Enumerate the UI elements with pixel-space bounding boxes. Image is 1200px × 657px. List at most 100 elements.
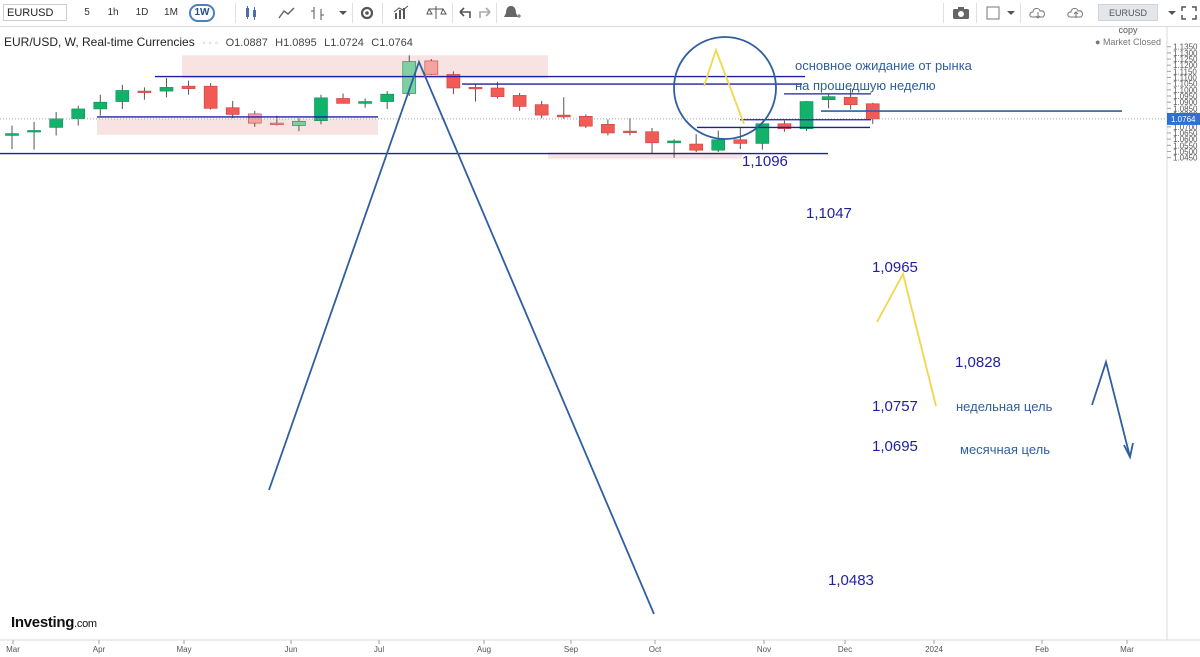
candle-bear bbox=[512, 95, 527, 107]
symbol-input[interactable]: EURUSD bbox=[3, 4, 67, 21]
candle-bull bbox=[711, 139, 726, 151]
open-value: 1.0887 bbox=[234, 37, 268, 49]
market-status: ● Market Closed bbox=[1095, 37, 1161, 47]
saved-chart-name[interactable]: EURUSD copy bbox=[1098, 4, 1158, 35]
candle-bull bbox=[115, 90, 130, 102]
close-value: 1.0764 bbox=[379, 37, 413, 49]
candle-bear bbox=[270, 122, 284, 125]
current-price-label: 1.0764 bbox=[1171, 115, 1196, 124]
indicators-icon[interactable] bbox=[390, 3, 412, 23]
candle-bear bbox=[137, 90, 152, 93]
compare-scale-icon[interactable] bbox=[425, 3, 447, 23]
level-label: 1,0483 bbox=[828, 572, 874, 589]
expectation-note: на прошедшую неделю bbox=[795, 78, 936, 93]
price-tick-label: 1.0650 bbox=[1173, 129, 1198, 138]
candle-bear bbox=[225, 107, 240, 115]
candle-bear bbox=[733, 139, 748, 144]
price-tick-label: 1.0700 bbox=[1173, 123, 1198, 132]
trend-zigzag bbox=[268, 59, 655, 615]
fullscreen-icon[interactable] bbox=[1178, 3, 1200, 23]
redo-icon[interactable] bbox=[474, 3, 496, 23]
camera-icon[interactable] bbox=[950, 3, 972, 23]
time-tick-label: Nov bbox=[757, 645, 771, 654]
price-tick-label: 1.0450 bbox=[1173, 154, 1198, 163]
price-tick-label: 1.1250 bbox=[1173, 55, 1198, 64]
expectation-circle bbox=[673, 36, 777, 140]
level-label: 1,0828 bbox=[955, 354, 1001, 371]
price-tick-label: 1.1100 bbox=[1173, 74, 1197, 83]
candle-bear bbox=[490, 87, 505, 97]
interval-1w[interactable]: 1W bbox=[189, 4, 215, 22]
candle-bear bbox=[181, 85, 196, 89]
gear-icon[interactable] bbox=[356, 3, 378, 23]
time-tick-label: Jul bbox=[374, 645, 384, 654]
chart-toolbar: EURUSD 5 1h 1D 1M 1W EURUSD copy bbox=[0, 0, 1200, 35]
candle-bear bbox=[843, 96, 858, 105]
low-value: 1.0724 bbox=[330, 37, 364, 49]
interval-1h[interactable]: 1h bbox=[107, 7, 119, 18]
candle-bear bbox=[203, 85, 218, 109]
price-tick-label: 1.0950 bbox=[1173, 92, 1198, 101]
trend-drawings bbox=[268, 36, 1134, 615]
interval-1m[interactable]: 1M bbox=[164, 7, 178, 18]
interval-5[interactable]: 5 bbox=[84, 7, 90, 18]
chevron-down-icon[interactable] bbox=[1161, 3, 1183, 23]
candle-bear bbox=[247, 113, 262, 124]
candle-bull bbox=[292, 120, 306, 126]
price-tick-label: 1.1050 bbox=[1173, 80, 1198, 89]
candles-icon[interactable] bbox=[240, 3, 262, 23]
resistance-zone bbox=[182, 55, 548, 79]
ohlc-legend: EUR/USD, W, Real-time Currencies ◦ ◦ ◦ O… bbox=[4, 35, 413, 49]
cloud-upload-icon[interactable] bbox=[1065, 3, 1087, 23]
price-tick-label: 1.0900 bbox=[1173, 98, 1198, 107]
price-tick-label: 1.1000 bbox=[1173, 86, 1198, 95]
area-chart-icon[interactable] bbox=[276, 3, 298, 23]
price-tick-label: 1.0550 bbox=[1173, 141, 1198, 150]
candle-bear bbox=[579, 116, 593, 127]
expected-move bbox=[876, 271, 937, 407]
time-tick-label: Oct bbox=[649, 645, 662, 654]
time-tick-label: Aug bbox=[477, 645, 491, 654]
weekly-target-label: недельная цель bbox=[956, 399, 1053, 414]
candle-bear bbox=[424, 60, 439, 75]
alert-icon[interactable] bbox=[500, 3, 522, 23]
support-zone bbox=[97, 118, 378, 135]
candle-bull bbox=[380, 93, 394, 102]
chevron-down-icon[interactable] bbox=[1000, 3, 1022, 23]
time-tick-label: Mar bbox=[6, 645, 20, 654]
time-axis[interactable]: Mar Apr May Jun Jul Aug Sep Oct Nov Dec 2024 Feb Mar bbox=[6, 640, 1134, 654]
price-tick-label: 1.0600 bbox=[1173, 135, 1198, 144]
candle-bear bbox=[468, 87, 483, 90]
candle-bear bbox=[601, 124, 615, 134]
interval-1d[interactable]: 1D bbox=[135, 7, 149, 18]
low-label: L bbox=[324, 37, 331, 49]
forecast-arrow bbox=[1091, 358, 1131, 458]
level-label: 1,0757 bbox=[872, 398, 918, 415]
candle-bull bbox=[402, 61, 417, 94]
current-price-tag bbox=[1167, 112, 1200, 125]
candle-bull bbox=[5, 133, 19, 136]
price-axis[interactable]: 1.13501.13001.12501.12001.11501.11001.10… bbox=[1167, 43, 1200, 163]
legend-settings-icon[interactable]: ◦ ◦ ◦ bbox=[202, 38, 219, 49]
undo-icon[interactable] bbox=[454, 3, 476, 23]
chart-title: EUR/USD, W, Real-time Currencies bbox=[4, 35, 195, 49]
chart-grid bbox=[0, 27, 1200, 641]
candle-bear bbox=[534, 104, 549, 116]
high-label: H bbox=[275, 37, 284, 49]
chevron-down-icon[interactable] bbox=[332, 3, 354, 23]
candle-bull bbox=[93, 101, 108, 110]
candle-bull bbox=[667, 140, 681, 144]
cloud-download-icon[interactable] bbox=[1027, 3, 1049, 23]
investing-logo: Investing.com bbox=[11, 614, 97, 631]
candle-bull bbox=[71, 108, 86, 120]
bars-icon[interactable] bbox=[307, 3, 329, 23]
price-tick-label: 1.1150 bbox=[1173, 67, 1197, 76]
time-tick-label: Feb bbox=[1035, 645, 1049, 654]
price-tick-label: 1.1350 bbox=[1173, 43, 1198, 52]
time-tick-label: Jun bbox=[285, 645, 298, 654]
layout-icon[interactable] bbox=[982, 3, 1004, 23]
candle-bull bbox=[821, 96, 836, 101]
candle-bull bbox=[314, 97, 328, 121]
candle-bull bbox=[159, 87, 174, 92]
